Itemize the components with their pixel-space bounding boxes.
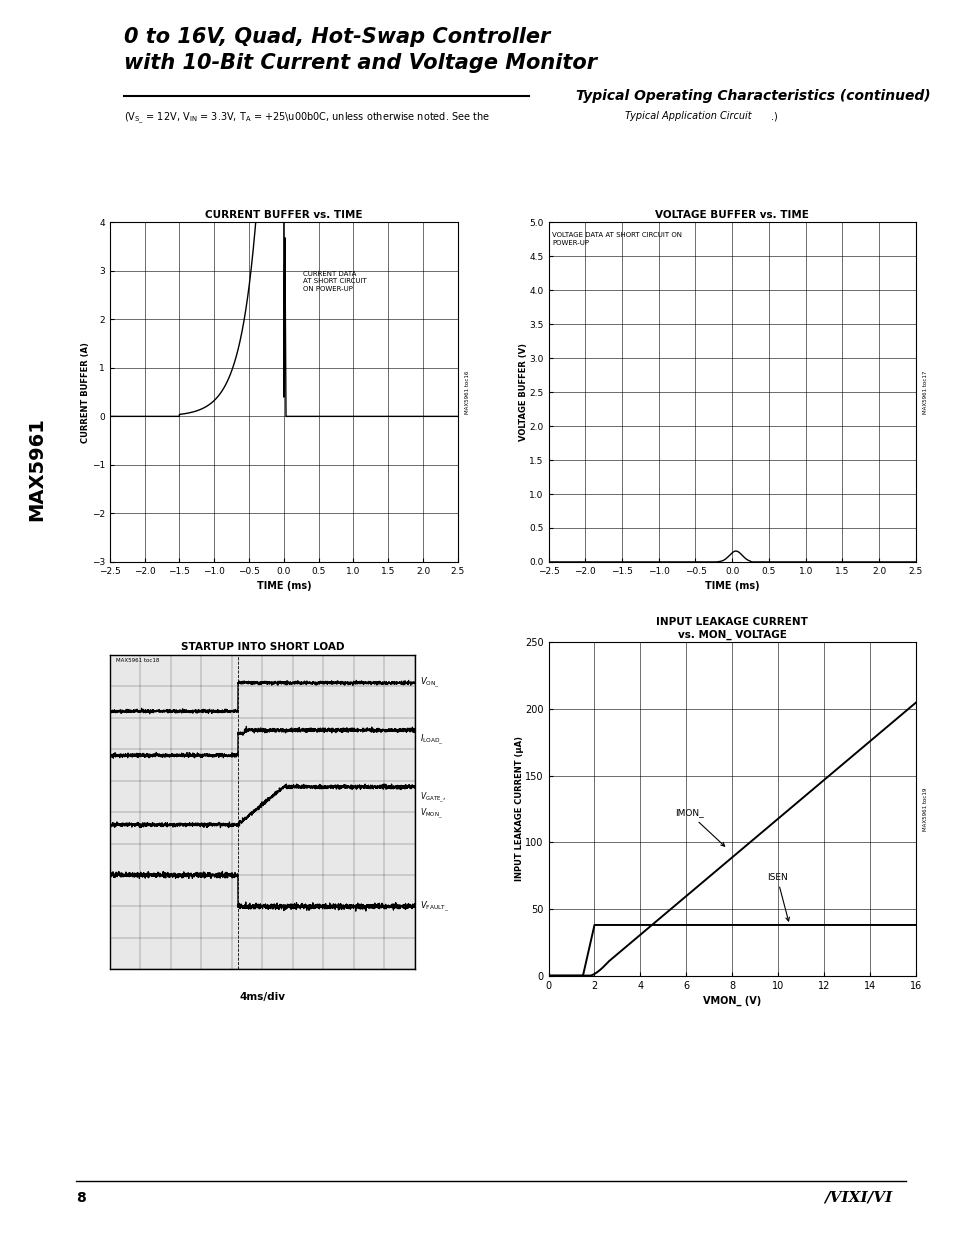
Title: STARTUP INTO SHORT LOAD: STARTUP INTO SHORT LOAD [180,642,344,652]
Text: 4ms/div: 4ms/div [239,992,285,1002]
Title: CURRENT BUFFER vs. TIME: CURRENT BUFFER vs. TIME [205,210,362,220]
X-axis label: VMON_ (V): VMON_ (V) [702,997,760,1007]
Title: VOLTAGE BUFFER vs. TIME: VOLTAGE BUFFER vs. TIME [655,210,808,220]
Y-axis label: INPUT LEAKAGE CURRENT (μA): INPUT LEAKAGE CURRENT (μA) [514,736,523,882]
Text: $V_{\rm FAULT\_}$: $V_{\rm FAULT\_}$ [419,899,448,914]
Text: IMON_: IMON_ [674,809,724,846]
Title: INPUT LEAKAGE CURRENT
vs. MON_ VOLTAGE: INPUT LEAKAGE CURRENT vs. MON_ VOLTAGE [656,616,807,640]
Text: 8: 8 [76,1191,86,1204]
Text: MAX5961 toc19: MAX5961 toc19 [923,787,927,831]
Y-axis label: VOLTAGE BUFFER (V): VOLTAGE BUFFER (V) [518,343,527,441]
Text: MAX5961 toc17: MAX5961 toc17 [923,370,927,414]
Text: .): .) [770,111,777,121]
Y-axis label: CURRENT BUFFER (A): CURRENT BUFFER (A) [81,342,91,442]
Text: Typical Operating Characteristics (continued): Typical Operating Characteristics (conti… [575,89,929,104]
Text: MAX5961 toc16: MAX5961 toc16 [464,370,470,414]
X-axis label: TIME (ms): TIME (ms) [704,582,759,592]
Text: Typical Application Circuit: Typical Application Circuit [624,111,751,121]
Text: (V$_{\rm S\_}$ = 12V, V$_{\rm IN}$ = 3.3V, T$_{\rm A}$ = +25\u00b0C, unless othe: (V$_{\rm S\_}$ = 12V, V$_{\rm IN}$ = 3.3… [124,111,490,126]
Text: MAX5961 toc18: MAX5961 toc18 [115,658,159,663]
Text: 0 to 16V, Quad, Hot-Swap Controller: 0 to 16V, Quad, Hot-Swap Controller [124,27,550,47]
Text: $V_{\rm GATE\_}$,
$V_{\rm MON\_}$: $V_{\rm GATE\_}$, $V_{\rm MON\_}$ [419,790,445,821]
Text: $I_{\rm LOAD\_}$: $I_{\rm LOAD\_}$ [419,732,443,747]
X-axis label: TIME (ms): TIME (ms) [256,582,311,592]
Text: VOLTAGE DATA AT SHORT CIRCUIT ON
POWER-UP: VOLTAGE DATA AT SHORT CIRCUIT ON POWER-U… [552,232,681,246]
Text: ISEN: ISEN [766,873,788,921]
Text: $V_{\rm ON\_}$: $V_{\rm ON\_}$ [419,676,438,690]
Text: /VIXI/VI: /VIXI/VI [822,1191,891,1204]
Text: MAX5961: MAX5961 [27,417,46,521]
Text: CURRENT DATA
AT SHORT CIRCUIT
ON POWER-UP: CURRENT DATA AT SHORT CIRCUIT ON POWER-U… [303,270,367,291]
Text: with 10-Bit Current and Voltage Monitor: with 10-Bit Current and Voltage Monitor [124,53,597,73]
